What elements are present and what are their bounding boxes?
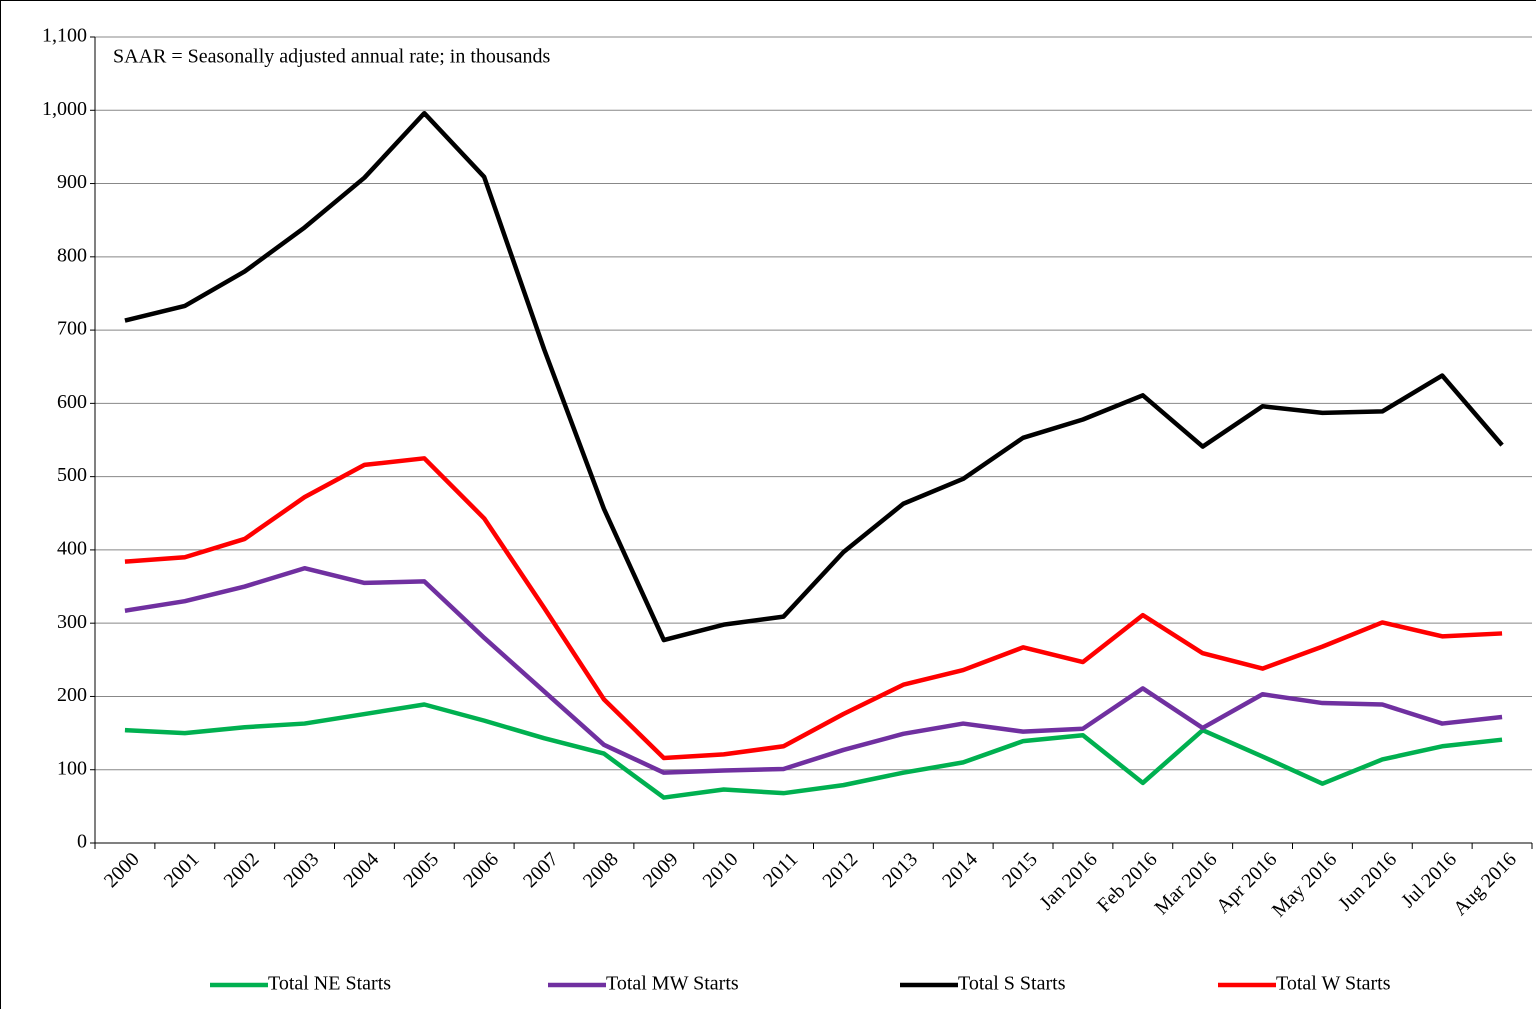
legend-label: Total W Starts [1276,973,1391,995]
y-tick-label: 100 [57,757,87,779]
annotation: SAAR = Seasonally adjusted annual rate; … [113,46,551,68]
x-tick-label: 2008 [579,848,623,892]
y-tick-label: 1,000 [42,98,87,120]
series-line [124,110,1504,643]
y-tick-label: 0 [77,831,87,853]
x-tick-label: 2003 [280,848,324,892]
y-tick-label: 900 [57,171,87,193]
x-tick-label: 2006 [459,848,503,892]
y-tick-label: 500 [57,464,87,486]
x-tick-label: 2010 [699,848,743,892]
y-tick-label: 200 [57,684,87,706]
x-tick-label: Mar 2016 [1151,848,1222,919]
x-tick-label: 2004 [339,848,383,892]
y-tick-label: 300 [57,611,87,633]
series-line [124,702,1503,800]
series-line [124,456,1503,761]
x-tick-label: Jun 2016 [1334,848,1401,915]
legend-label: Total NE Starts [268,973,391,995]
y-tick-label: 600 [57,391,87,413]
x-tick-label: May 2016 [1268,848,1341,921]
y-tick-label: 700 [57,318,87,340]
x-tick-label: Feb 2016 [1093,848,1162,917]
legend-label: Total MW Starts [606,973,739,995]
y-tick-label: 400 [57,538,87,560]
x-tick-label: 2000 [100,848,144,892]
x-tick-label: 2002 [220,848,264,892]
x-tick-label: 2007 [519,848,563,892]
x-tick-label: 2009 [639,848,683,892]
series-line [124,565,1503,775]
x-tick-label: 2012 [818,848,862,892]
x-tick-label: Aug 2016 [1449,848,1521,920]
x-tick-label: 2001 [160,848,204,892]
x-tick-label: 2005 [399,848,443,892]
y-tick-label: 1,100 [42,25,87,47]
x-tick-label: 2015 [998,848,1042,892]
x-tick-label: 2011 [759,848,802,891]
x-tick-label: Jan 2016 [1035,848,1101,914]
x-tick-label: 2014 [938,848,982,892]
x-tick-label: 2013 [878,848,922,892]
y-tick-label: 800 [57,244,87,266]
legend-label: Total S Starts [958,973,1066,995]
